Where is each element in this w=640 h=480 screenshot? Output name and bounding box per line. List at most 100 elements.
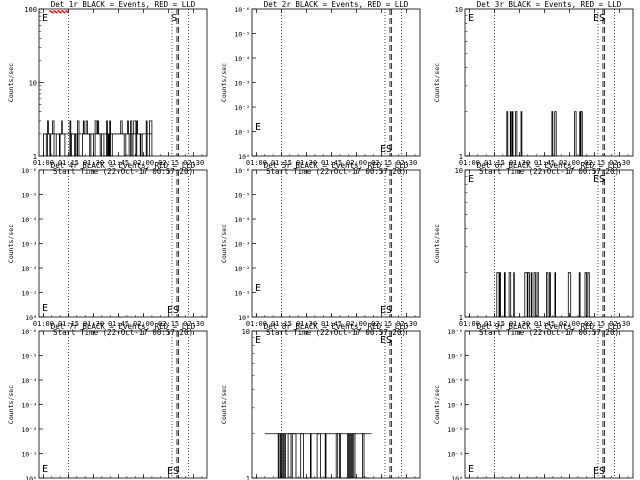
chart-title: Det 5r BLACK = Events, RED = LLD: [264, 161, 409, 170]
x-axis-label: Start Time (22-Oct-17 00:57:20): [266, 328, 406, 337]
event-marker-es: ES: [380, 305, 392, 316]
lld-point: [57, 10, 60, 12]
x-tick-label: 01:00: [459, 320, 480, 328]
y-tick-label: 10⁻⁴: [447, 377, 463, 385]
lld-point: [66, 10, 69, 13]
x-tick-label: 01:15: [484, 320, 505, 328]
y-tick-label: 10⁻¹: [21, 290, 37, 298]
x-tick-label: 01:00: [246, 159, 267, 167]
x-tick-label: 01:30: [83, 159, 104, 167]
y-tick-label: 1: [33, 153, 37, 161]
y-axis-label: Counts/sec: [220, 385, 228, 424]
plot-frame: [38, 330, 208, 479]
x-tick-label: 01:15: [271, 320, 292, 328]
y-tick-label: 10: [455, 167, 463, 175]
event-marker-e: E: [42, 464, 48, 475]
x-tick-label: 01:00: [459, 159, 480, 167]
x-tick-label: 01:15: [58, 320, 79, 328]
x-axis-label: Start Time (22-Oct-17 00:57:20): [479, 328, 619, 337]
y-tick-label: 10: [29, 80, 37, 88]
x-tick-label: 02:15: [584, 320, 605, 328]
lld-point: [65, 10, 68, 12]
y-axis-label: Counts/sec: [433, 385, 441, 424]
lld-point: [55, 11, 58, 14]
x-tick-label: 02:00: [133, 159, 154, 167]
x-tick-label: 01:30: [83, 320, 104, 328]
x-tick-label: 02:00: [133, 320, 154, 328]
y-axis-label: Counts/sec: [433, 63, 441, 102]
y-axis-label: Counts/sec: [220, 63, 228, 102]
chart-title: Det 9r BLACK = Events, RED = LLD: [477, 322, 622, 331]
x-tick-label: 01:45: [321, 159, 342, 167]
y-axis-label: Counts/sec: [220, 224, 228, 263]
chart-title: Det 3r BLACK = Events, RED = LLD: [477, 0, 622, 9]
y-tick-label: 10⁻⁵: [234, 31, 250, 39]
chart-title: Det 2r BLACK = Events, RED = LLD: [264, 0, 409, 9]
x-tick-label: 02:15: [584, 159, 605, 167]
x-tick-label: 01:00: [33, 320, 54, 328]
y-axis-label: Counts/sec: [7, 385, 15, 424]
chart-panel: Det 4r BLACK = Events, RED = LLD 01:00 01:…: [7, 161, 208, 337]
plot-frame: [251, 8, 421, 157]
event-marker-e: E: [255, 122, 261, 133]
events-series: [264, 433, 372, 479]
y-tick-label: 10⁻²: [21, 426, 37, 434]
event-marker-es: S: [171, 13, 177, 24]
y-tick-label: 10⁻⁴: [21, 216, 37, 224]
event-marker-es: ES: [593, 466, 605, 477]
y-tick-label: 10⁻³: [21, 402, 37, 410]
x-tick-label: 01:45: [534, 159, 555, 167]
lld-point: [54, 10, 57, 13]
chart-title: Det 1r BLACK = Events, RED = LLD: [51, 0, 196, 9]
lld-point: [62, 10, 65, 13]
plot-frame: [464, 8, 634, 157]
y-tick-label: 10⁻⁶: [234, 6, 250, 14]
y-tick-label: 10⁰: [25, 314, 37, 322]
x-tick-label: 01:45: [108, 159, 129, 167]
event-marker-e: E: [468, 464, 474, 475]
lld-point: [49, 10, 52, 12]
x-tick-label: 02:00: [559, 159, 580, 167]
lld-point: [58, 10, 61, 13]
y-tick-label: 10: [455, 6, 463, 14]
y-tick-label: 10⁻²: [21, 265, 37, 273]
y-tick-label: 10: [242, 328, 250, 336]
chart-panel: Det 3r BLACK = Events, RED = LLD 01:00 01:…: [433, 0, 634, 176]
events-series: [496, 272, 595, 318]
event-marker-e: E: [255, 335, 261, 346]
x-tick-label: 01:15: [484, 159, 505, 167]
event-marker-es: ES: [593, 13, 605, 24]
x-tick-label: 02:15: [158, 159, 179, 167]
x-tick-label: 01:30: [509, 320, 530, 328]
event-marker-e: E: [468, 174, 474, 185]
y-tick-label: 10⁻¹: [234, 290, 250, 298]
lld-point: [53, 10, 56, 12]
y-axis-label: Counts/sec: [7, 224, 15, 263]
event-marker-es: ES: [380, 144, 392, 155]
y-tick-label: 10⁻¹: [21, 451, 37, 459]
x-tick-label: 02:00: [346, 320, 367, 328]
x-tick-label: 02:00: [559, 320, 580, 328]
events-series: [506, 111, 590, 157]
event-marker-e: E: [468, 13, 474, 24]
x-tick-label: 01:45: [108, 320, 129, 328]
x-tick-label: 02:30: [396, 159, 417, 167]
x-tick-label: 01:45: [534, 320, 555, 328]
plot-frame: [464, 169, 634, 318]
chart-panel: Det 2r BLACK = Events, RED = LLD 01:00 01:…: [220, 0, 421, 176]
y-tick-label: 10⁻⁶: [21, 167, 37, 175]
y-tick-label: 10⁻³: [447, 402, 463, 410]
plot-frame: [38, 169, 208, 318]
y-tick-label: 10⁰: [25, 475, 37, 480]
chart-title: Det 4r BLACK = Events, RED = LLD: [51, 161, 196, 170]
x-tick-label: 01:45: [321, 320, 342, 328]
x-tick-label: 01:30: [296, 320, 317, 328]
y-tick-label: 10⁻⁵: [21, 353, 37, 361]
x-tick-label: 02:15: [371, 159, 392, 167]
y-tick-label: 10⁻⁵: [21, 192, 37, 200]
